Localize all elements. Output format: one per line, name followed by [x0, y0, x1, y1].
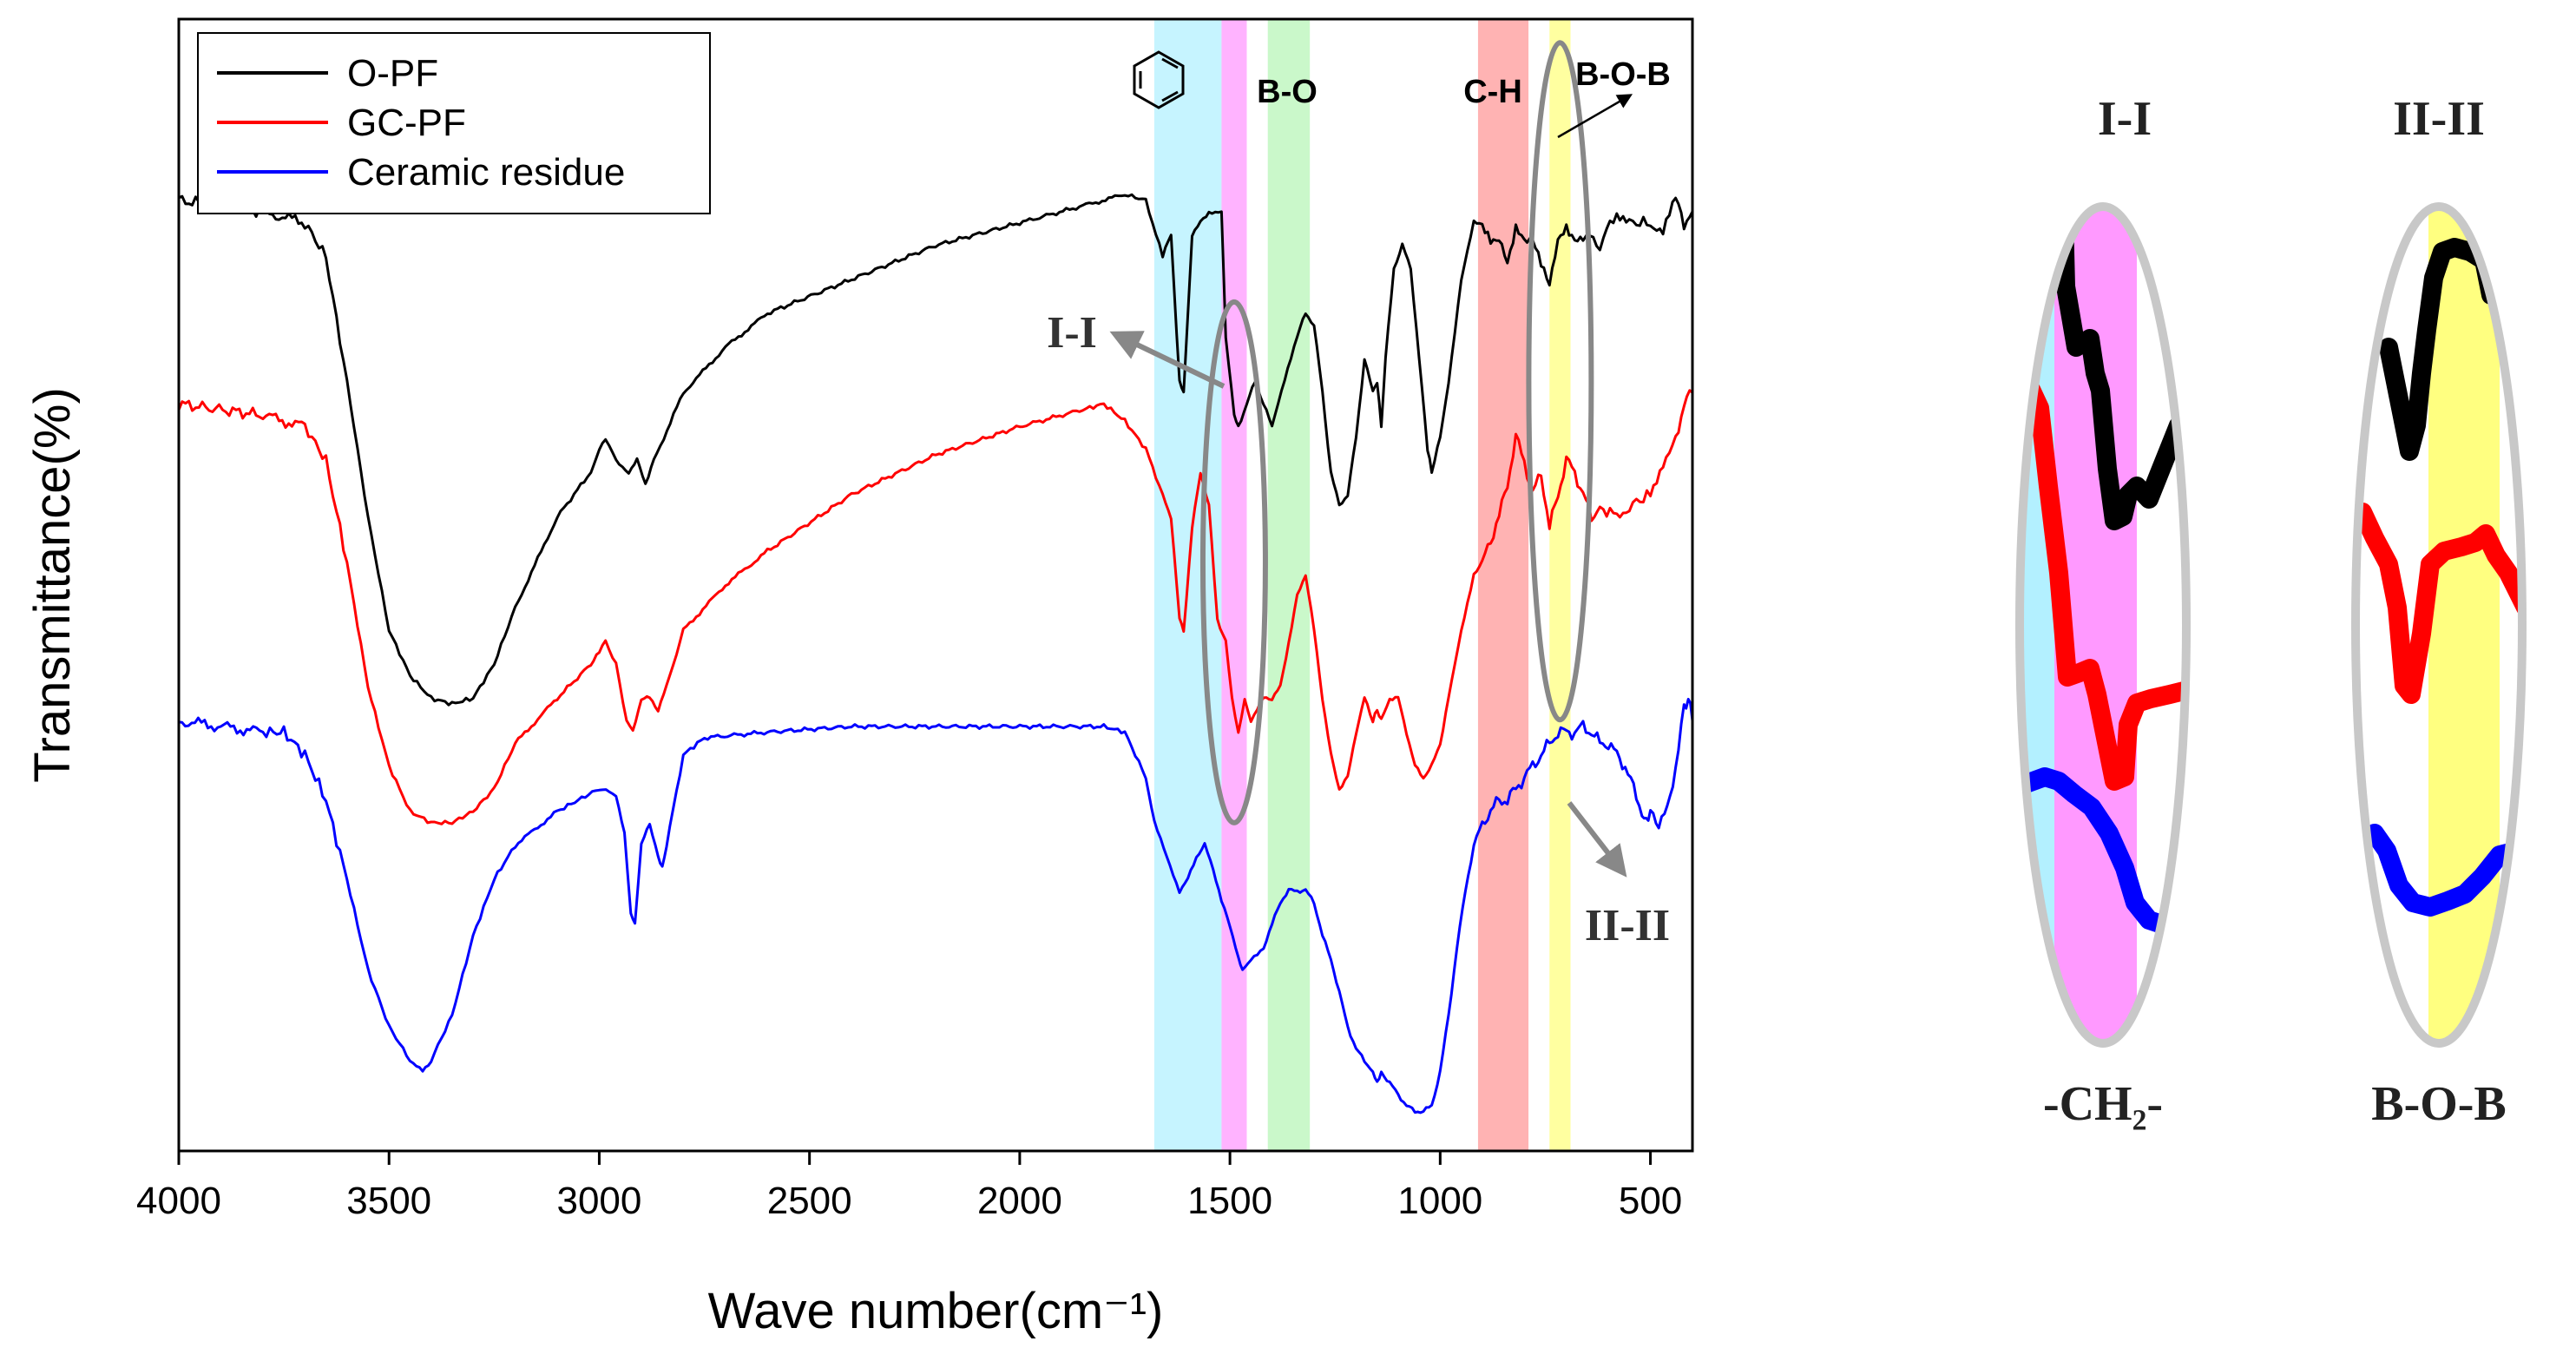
highlight-label-i-i: I-I [1047, 308, 1097, 358]
legend-label-o-pf: O-PF [347, 52, 438, 95]
inset-ii-ii: II-II B-O-B [2351, 92, 2527, 1131]
band-1 [1221, 19, 1247, 1151]
band-labels: B-O C-H B-O-B [1133, 50, 1671, 139]
legend-label-ceramic-residue: Ceramic residue [347, 151, 625, 194]
x-tick-label-1000: 1000 [1397, 1180, 1482, 1222]
legend: O-PF GC-PF Ceramic residue [197, 32, 711, 214]
x-tick-label-3000: 3000 [556, 1180, 641, 1222]
inset-i-i: I-I -CH₂- [2015, 92, 2191, 1131]
inset-i-i-content [2020, 207, 2186, 1043]
inset-i-i-o-pf-trace [2054, 207, 2186, 530]
series-line-o-pf [179, 193, 1692, 707]
band-4 [1549, 19, 1571, 1151]
band-3 [1477, 19, 1529, 1151]
highlight-ellipse-0 [1199, 299, 1268, 825]
spectra-lines [179, 193, 1692, 1114]
band-label-b-o-b: B-O-B [1575, 56, 1671, 93]
band-2 [1267, 19, 1311, 1151]
series-line-gc-pf [179, 389, 1692, 825]
absorption-bands [1153, 19, 1571, 1151]
highlight-ellipse-1 [1526, 40, 1594, 723]
highlight-label-ii-ii: II-II [1585, 901, 1670, 950]
inset-caption-ch2: -CH₂- [2043, 1077, 2163, 1131]
inset-i-i-frame [2015, 202, 2191, 1048]
inset-title-i-i: I-I [2098, 92, 2152, 146]
x-tick-label-2000: 2000 [977, 1180, 1062, 1222]
inset-ii-ii-band-b-o-b [2428, 207, 2500, 1043]
x-tick-label-4000: 4000 [136, 1180, 221, 1222]
legend-label-gc-pf: GC-PF [347, 102, 466, 144]
series-line-ceramic-residue [179, 698, 1692, 1114]
x-tick-label-500: 500 [1619, 1180, 1682, 1222]
highlight-ellipses [1199, 40, 1594, 825]
inset-caption-b-o-b: B-O-B [2371, 1077, 2507, 1131]
inset-i-i-gc-pf-trace [2020, 372, 2186, 791]
inset-i-i-ceramic-trace [2020, 767, 2179, 937]
band-label-c-h: C-H [1463, 74, 1522, 110]
b-o-b-arrow [1557, 94, 1633, 139]
inset-ii-ii-gc-pf-trace [2356, 503, 2522, 704]
plot-frame [177, 17, 1694, 1153]
x-tick-label-1500: 1500 [1187, 1180, 1272, 1222]
x-tick-label-3500: 3500 [346, 1180, 431, 1222]
x-axis-title: Wave number(cm⁻¹) [708, 1283, 1164, 1339]
x-axis-ticks: 4000 3500 3000 2500 2000 1500 1000 500 [136, 1151, 1682, 1222]
ii-ii-arrow [1567, 801, 1627, 878]
x-tick-label-2500: 2500 [767, 1180, 852, 1222]
band-label-b-o: B-O [1257, 74, 1318, 110]
i-i-arrow [1109, 331, 1226, 389]
inset-title-ii-ii: II-II [2393, 92, 2485, 146]
y-axis-title: Transmittance(%) [24, 387, 81, 783]
benzene-ring-icon [1133, 50, 1185, 109]
inset-ii-ii-frame [2351, 202, 2527, 1048]
